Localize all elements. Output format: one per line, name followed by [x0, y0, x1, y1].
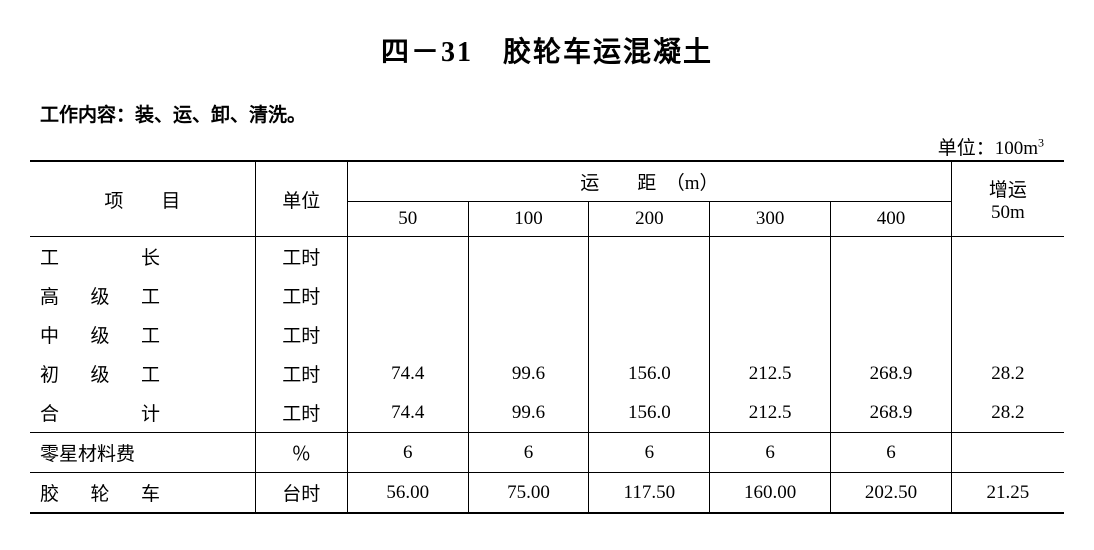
- cell: 117.50: [589, 473, 710, 514]
- table-row: 高 级 工 工时: [30, 276, 1064, 315]
- cell: 6: [831, 433, 952, 473]
- col-header-item: 项 目: [30, 161, 255, 237]
- cell: 99.6: [468, 393, 589, 433]
- row-label: 合 计: [30, 393, 255, 433]
- row-label: 初 级 工: [30, 354, 255, 393]
- cell: [710, 276, 831, 315]
- cell: 6: [589, 433, 710, 473]
- increment-line2: 50m: [991, 202, 1025, 223]
- table-row-vehicle: 胶 轮 车 台时 56.00 75.00 117.50 160.00 202.5…: [30, 473, 1064, 514]
- cell: 74.4: [347, 393, 468, 433]
- cell: 156.0: [589, 393, 710, 433]
- row-unit: ％: [255, 433, 347, 473]
- cell: 99.6: [468, 354, 589, 393]
- cell: [589, 276, 710, 315]
- cell: [831, 315, 952, 354]
- cell: [831, 237, 952, 277]
- unit-note-prefix: 单位：: [938, 138, 995, 159]
- unit-note-value: 100m: [995, 138, 1038, 159]
- cell-increment: 21.25: [951, 473, 1064, 514]
- cell-increment: [951, 433, 1064, 473]
- row-label: 中 级 工: [30, 315, 255, 354]
- data-table: 项 目 单位 运 距 （m） 增运 50m 50 100 200 300 400…: [30, 160, 1064, 514]
- cell: 156.0: [589, 354, 710, 393]
- row-unit: 台时: [255, 473, 347, 514]
- table-row: 初 级 工 工时 74.4 99.6 156.0 212.5 268.9 28.…: [30, 354, 1064, 393]
- cell: 268.9: [831, 393, 952, 433]
- row-label: 胶 轮 车: [30, 473, 255, 514]
- cell: 202.50: [831, 473, 952, 514]
- row-unit: 工时: [255, 315, 347, 354]
- cell-increment: 28.2: [951, 354, 1064, 393]
- cell: 160.00: [710, 473, 831, 514]
- cell: [468, 315, 589, 354]
- row-label: 高 级 工: [30, 276, 255, 315]
- cell: [468, 276, 589, 315]
- cell: 75.00: [468, 473, 589, 514]
- col-header-dist-200: 200: [589, 202, 710, 237]
- col-header-unit: 单位: [255, 161, 347, 237]
- row-unit: 工时: [255, 393, 347, 433]
- col-header-distance-group: 运 距 （m）: [347, 161, 951, 202]
- page-title: 四－31 胶轮车运混凝土: [30, 30, 1064, 70]
- work-note-label: 工作内容：: [40, 105, 135, 126]
- row-label: 工 长: [30, 237, 255, 277]
- row-label: 零星材料费: [30, 433, 255, 473]
- cell: [347, 237, 468, 277]
- unit-note-super: 3: [1038, 136, 1044, 150]
- cell: [710, 315, 831, 354]
- cell: [347, 276, 468, 315]
- increment-line1: 增运: [989, 180, 1027, 201]
- cell: [589, 237, 710, 277]
- table-row: 中 级 工 工时: [30, 315, 1064, 354]
- cell: [831, 276, 952, 315]
- row-unit: 工时: [255, 237, 347, 277]
- cell: [347, 315, 468, 354]
- cell: 6: [347, 433, 468, 473]
- table-row-material: 零星材料费 ％ 6 6 6 6 6: [30, 433, 1064, 473]
- cell: 212.5: [710, 393, 831, 433]
- cell: 6: [468, 433, 589, 473]
- cell-increment: [951, 237, 1064, 277]
- row-unit: 工时: [255, 276, 347, 315]
- col-header-increment: 增运 50m: [951, 161, 1064, 237]
- col-header-dist-100: 100: [468, 202, 589, 237]
- work-note-text: 装、运、卸、清洗。: [135, 105, 306, 126]
- work-content-note: 工作内容：装、运、卸、清洗。: [40, 100, 1064, 127]
- cell: [710, 237, 831, 277]
- row-unit: 工时: [255, 354, 347, 393]
- cell: [468, 237, 589, 277]
- col-header-dist-50: 50: [347, 202, 468, 237]
- table-row: 合 计 工时 74.4 99.6 156.0 212.5 268.9 28.2: [30, 393, 1064, 433]
- cell-increment: 28.2: [951, 393, 1064, 433]
- cell: 56.00: [347, 473, 468, 514]
- cell-increment: [951, 315, 1064, 354]
- unit-note: 单位：100m3: [30, 133, 1044, 160]
- cell-increment: [951, 276, 1064, 315]
- cell: 74.4: [347, 354, 468, 393]
- cell: 212.5: [710, 354, 831, 393]
- cell: [589, 315, 710, 354]
- col-header-dist-300: 300: [710, 202, 831, 237]
- cell: 268.9: [831, 354, 952, 393]
- table-row: 工 长 工时: [30, 237, 1064, 277]
- cell: 6: [710, 433, 831, 473]
- col-header-dist-400: 400: [831, 202, 952, 237]
